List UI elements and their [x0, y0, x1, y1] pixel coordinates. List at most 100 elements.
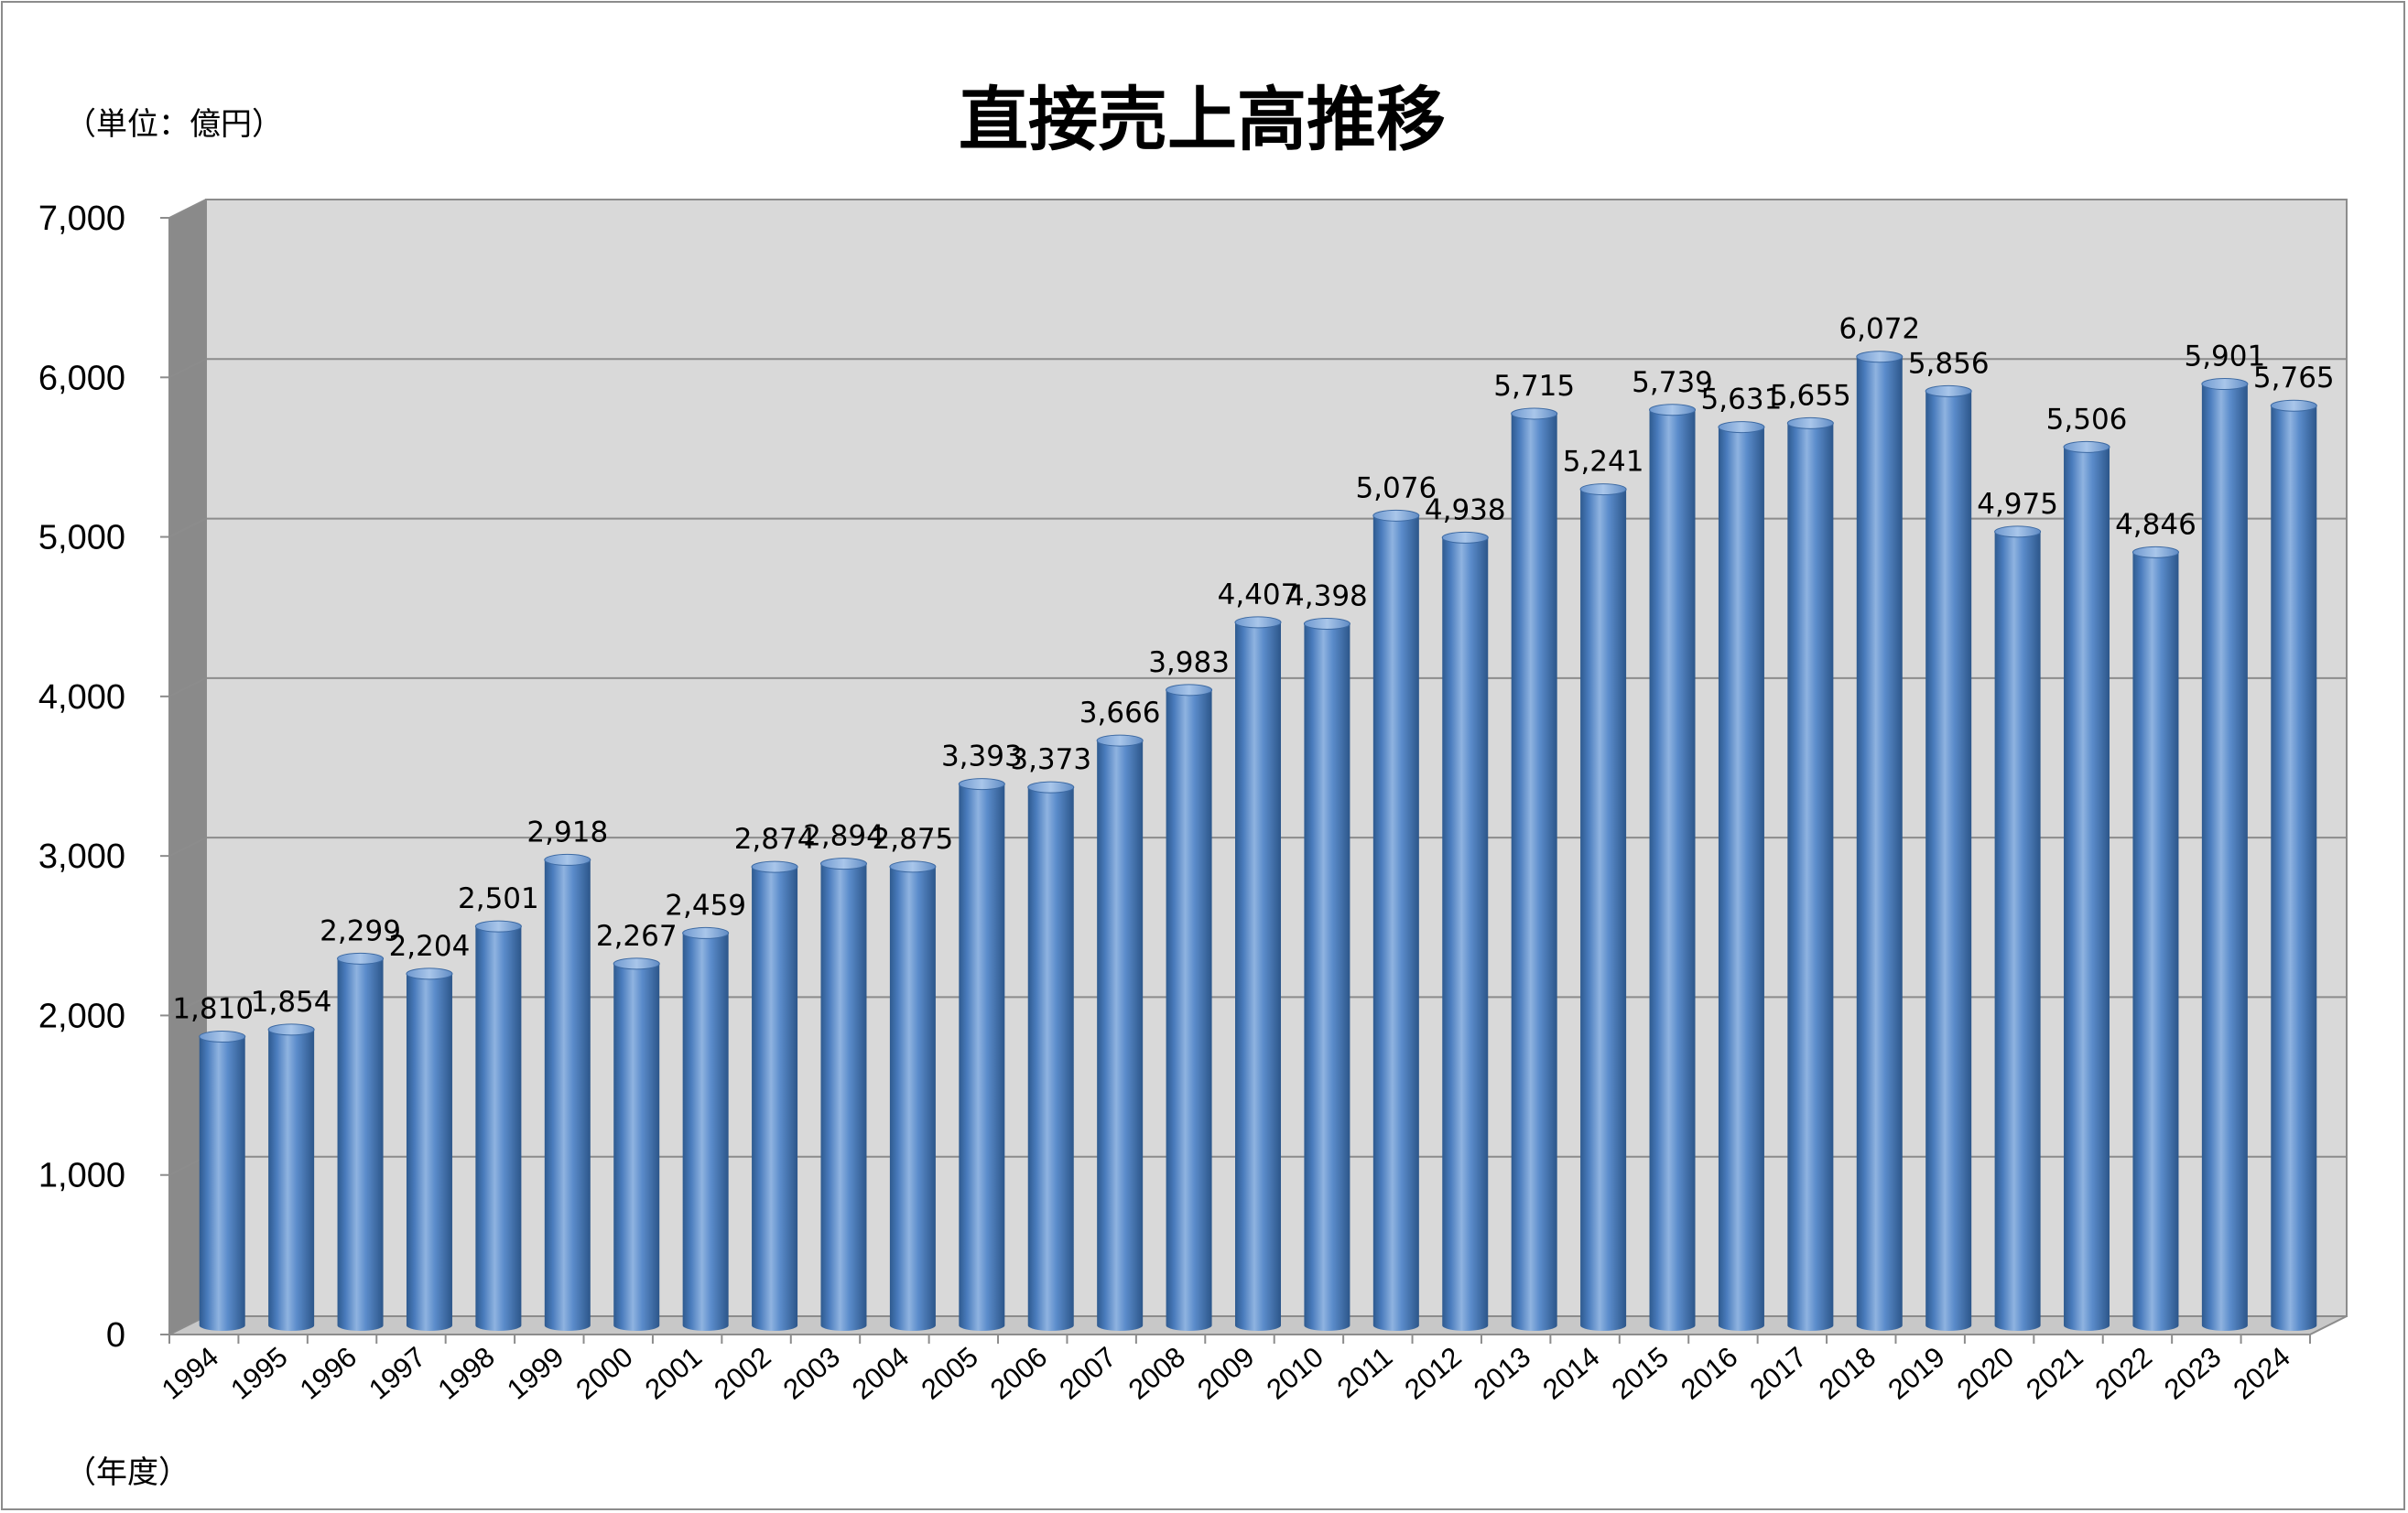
- bar-cap: [1649, 404, 1697, 416]
- bar-body: [752, 867, 798, 1331]
- gridline-diag: [168, 996, 207, 1017]
- data-label: 5,901: [2184, 340, 2265, 373]
- y-tick-label: 7,000: [38, 200, 125, 238]
- bar-cap: [544, 853, 591, 866]
- data-label: 6,072: [1839, 313, 1920, 346]
- x-unit-label: （年度）: [65, 1454, 190, 1491]
- bar-2015: [1649, 404, 1697, 1331]
- x-tick-label: 2017: [1744, 1341, 1813, 1406]
- data-label: 3,983: [1148, 646, 1230, 679]
- data-label: 3,393: [941, 740, 1023, 773]
- bar-cap: [958, 778, 1005, 791]
- data-label: 1,854: [251, 986, 332, 1019]
- x-tick-label: 2010: [1261, 1341, 1329, 1406]
- bar-2002: [751, 860, 798, 1331]
- bar-body: [1994, 531, 2041, 1331]
- plot-side-wall: [169, 200, 206, 1335]
- data-label: 4,398: [1286, 579, 1368, 612]
- x-tick-label: 2001: [639, 1341, 708, 1406]
- x-tick-label: 2009: [1191, 1341, 1260, 1406]
- bar-body: [1718, 427, 1764, 1331]
- x-tick-label: 2014: [1536, 1341, 1605, 1406]
- bar-body: [820, 863, 867, 1331]
- bar-2016: [1718, 421, 1765, 1331]
- bar-1997: [406, 967, 453, 1331]
- bar-cap: [1234, 616, 1282, 629]
- bar-2012: [1441, 531, 1489, 1331]
- bar-1999: [544, 853, 591, 1331]
- bar-2005: [958, 778, 1005, 1331]
- gridline-diag: [168, 676, 207, 697]
- bar-2000: [613, 957, 660, 1331]
- bar-2024: [2270, 399, 2317, 1331]
- bar-body: [406, 973, 452, 1331]
- x-tick-label: 2008: [1123, 1341, 1191, 1406]
- x-tick-label: 1999: [501, 1341, 569, 1406]
- bar-1996: [337, 952, 385, 1331]
- bar-2021: [2063, 440, 2110, 1332]
- bar-cap: [1856, 351, 1904, 363]
- x-tick-label: 2003: [777, 1341, 846, 1406]
- bar-2018: [1856, 351, 1904, 1331]
- bar-cap: [474, 920, 522, 933]
- bar-body: [1787, 423, 1834, 1331]
- x-tick-label: 2020: [1951, 1341, 2020, 1406]
- bar-2006: [1027, 781, 1075, 1331]
- bar-body: [613, 963, 660, 1331]
- data-label: 5,856: [1908, 347, 1990, 380]
- bar-body: [1235, 621, 1281, 1331]
- y-tick-label: 6,000: [38, 359, 125, 397]
- x-tick-label: 1996: [294, 1341, 363, 1406]
- bar-body: [2132, 552, 2179, 1331]
- bar-cap: [406, 967, 453, 980]
- bar-body: [1027, 787, 1074, 1331]
- x-tick-label: 1998: [432, 1341, 501, 1406]
- bar-body: [544, 859, 591, 1331]
- bar-body: [475, 926, 522, 1331]
- x-tick-label: 2005: [915, 1341, 983, 1406]
- x-tick-label: 2006: [984, 1341, 1053, 1406]
- y-axis-ticks: 0 1,000 2,000 3,000 4,000 5,000 6,000 7,000: [38, 200, 169, 1355]
- data-label: 5,241: [1563, 446, 1644, 479]
- bar-cap: [199, 1031, 246, 1043]
- x-tick-label: 2013: [1468, 1341, 1536, 1406]
- data-label: 2,299: [320, 914, 401, 947]
- gridline-diag: [168, 837, 207, 858]
- bar-2020: [1994, 525, 2042, 1331]
- bar-2014: [1579, 483, 1627, 1331]
- bar-cap: [1303, 617, 1350, 630]
- bar-cap: [267, 1023, 315, 1036]
- data-label: 5,765: [2253, 362, 2335, 394]
- gridline-diag: [168, 358, 207, 379]
- y-tick-label: 0: [106, 1316, 125, 1355]
- x-tick-label: 2004: [846, 1341, 915, 1406]
- bar-1995: [267, 1023, 315, 1331]
- y-tick-label: 2,000: [38, 997, 125, 1035]
- bar-body: [1304, 623, 1350, 1331]
- x-tick-label: 2016: [1675, 1341, 1743, 1406]
- x-tick-label: 1994: [156, 1341, 224, 1406]
- bar-cap: [1579, 483, 1627, 496]
- bar-body: [682, 933, 729, 1331]
- bar-body: [2201, 384, 2248, 1331]
- x-tick-label: 2007: [1053, 1341, 1122, 1406]
- x-tick-label: 1995: [224, 1341, 293, 1406]
- data-label: 5,655: [1770, 379, 1851, 412]
- data-label: 2,875: [873, 823, 954, 856]
- data-label: 1,810: [172, 993, 254, 1026]
- data-label: 2,918: [526, 816, 608, 848]
- bar-body: [1649, 409, 1696, 1331]
- bar-cap: [1925, 384, 1972, 397]
- bar-2013: [1511, 407, 1558, 1331]
- gridline-diag: [168, 199, 207, 219]
- x-tick-label: 2015: [1606, 1341, 1675, 1406]
- bars: [199, 351, 2317, 1332]
- bar-cap: [1994, 525, 2042, 538]
- bar-cap: [1718, 421, 1765, 434]
- x-tick-label: 1997: [363, 1341, 431, 1406]
- bar-2008: [1166, 684, 1213, 1331]
- data-label: 4,846: [2115, 508, 2196, 541]
- x-tick-label: 2011: [1331, 1341, 1399, 1405]
